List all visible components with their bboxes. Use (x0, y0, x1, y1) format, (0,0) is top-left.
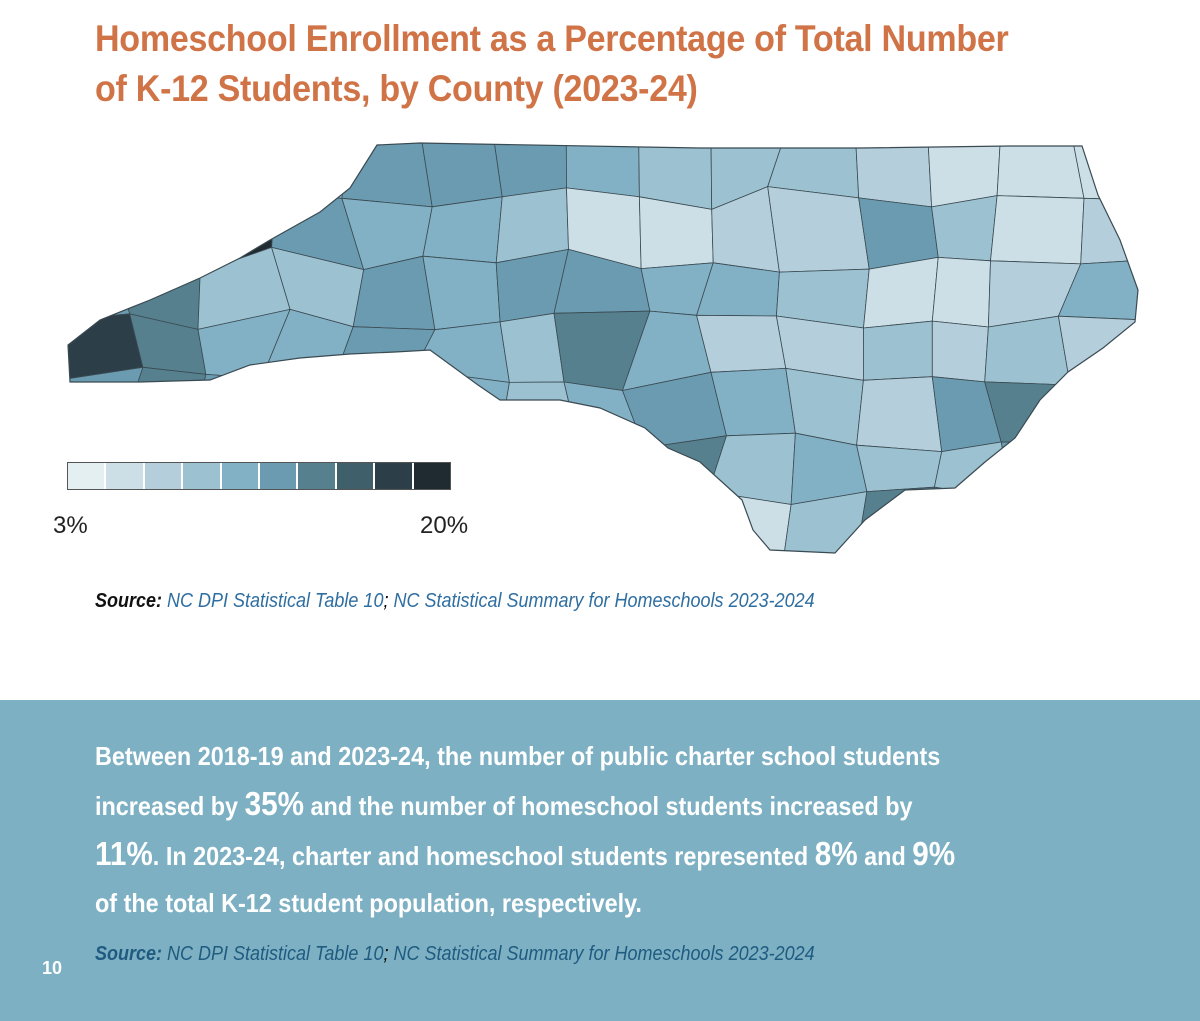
summary-text: Between 2018-19 and 2023-24, the number … (95, 733, 1049, 927)
legend-swatch (182, 462, 221, 490)
county-region (643, 435, 728, 494)
county-region (999, 498, 1074, 553)
county-region (131, 487, 206, 553)
state-outline (67, 142, 1139, 554)
county-region (261, 372, 340, 433)
charter-share-stat: 8% (814, 835, 858, 872)
county-region (1066, 379, 1138, 444)
county-region (931, 256, 991, 328)
summary-text-fragment: and the number of homeschool students in… (304, 791, 913, 821)
county-region (554, 492, 645, 553)
source-link-homeschool-summary[interactable]: NC Statistical Summary for Homeschools 2… (388, 943, 815, 965)
county-region (554, 447, 645, 499)
county-region (856, 444, 943, 493)
county-region (927, 486, 1014, 553)
county-region (275, 143, 350, 199)
map-title-line-1: Homeschool Enrollment as a Percentage of… (95, 18, 1009, 59)
county-region (68, 186, 141, 273)
color-scale-legend (67, 462, 452, 490)
summary-text-fragment: and (857, 841, 913, 871)
county-region (260, 486, 361, 553)
source-separator: ; (383, 590, 389, 612)
source-label: Source: (95, 943, 163, 965)
summary-line-2: increased by 35% and the number of homes… (95, 780, 1049, 830)
county-region (68, 366, 144, 441)
legend-min-label: 3% (53, 512, 88, 539)
county-region (1000, 441, 1073, 501)
legend-swatch (259, 462, 298, 490)
county-region (638, 491, 712, 553)
county-region (990, 195, 1085, 265)
county-region (68, 259, 131, 321)
county-region (1080, 197, 1138, 265)
county-region (1057, 259, 1138, 321)
summary-line-3: 11%. In 2023-24, charter and homeschool … (95, 830, 1049, 880)
county-region (485, 487, 567, 553)
county-region (499, 312, 565, 383)
charter-growth-stat: 35% (244, 785, 305, 822)
source-label: Source: (95, 590, 163, 612)
county-region (1066, 439, 1138, 501)
county-region (348, 486, 423, 553)
county-region (856, 376, 943, 453)
homeschool-growth-stat: 11% (95, 835, 153, 872)
legend-swatch (105, 462, 144, 490)
legend-swatch (374, 462, 413, 490)
county-region (191, 373, 288, 434)
county-region (1071, 498, 1138, 553)
map-title-line-2: of K-12 Students, by County (2023-24) (95, 68, 698, 109)
summary-line-1: Between 2018-19 and 2023-24, the number … (95, 741, 941, 771)
summary-text-fragment: . In 2023-24, charter and homeschool stu… (152, 841, 815, 871)
county-region (996, 143, 1085, 199)
legend-swatch (67, 462, 106, 490)
county-region (411, 369, 510, 440)
county-region (485, 438, 582, 499)
legend-max-label: 20% (420, 512, 469, 539)
county-region (862, 320, 933, 381)
summary-source: Source: NC DPI Statistical Table 10; NC … (95, 943, 815, 966)
county-region (767, 186, 870, 273)
north-carolina-county-map (67, 142, 1139, 554)
county-region (931, 320, 989, 383)
county-region (931, 195, 998, 262)
summary-text-fragment: increased by (95, 791, 245, 821)
county-region (863, 256, 939, 329)
source-link-dpi-table[interactable]: NC DPI Statistical Table 10 (162, 590, 384, 612)
source-link-homeschool-summary[interactable]: NC Statistical Summary for Homeschools 2… (388, 590, 815, 612)
summary-panel (0, 700, 1200, 1021)
county-region (422, 196, 503, 264)
legend-swatch (297, 462, 336, 490)
source-separator: ; (383, 943, 389, 965)
map-source: Source: NC DPI Statistical Table 10; NC … (95, 590, 815, 613)
county-region (336, 369, 415, 436)
source-link-dpi-table[interactable]: NC DPI Statistical Table 10 (162, 943, 384, 965)
legend-swatch (220, 462, 260, 490)
map-title: Homeschool Enrollment as a Percentage of… (95, 14, 1089, 114)
county-region (421, 143, 503, 208)
county-region (855, 143, 933, 208)
county-region (422, 255, 501, 331)
homeschool-share-stat: 9% (912, 835, 956, 872)
county-region (1057, 315, 1138, 386)
county-region (335, 326, 436, 374)
page-number: 10 (42, 958, 63, 978)
legend-swatch (412, 462, 452, 490)
county-region (696, 314, 787, 373)
legend-swatch (335, 462, 375, 490)
county-region (933, 441, 1014, 501)
county-region (565, 143, 640, 198)
county-region (984, 315, 1071, 386)
county-region (341, 143, 433, 208)
legend-swatch (143, 462, 183, 490)
county-region (638, 196, 714, 270)
county-region (131, 143, 208, 206)
county-region (189, 487, 278, 553)
county-region (858, 197, 939, 270)
county-region (204, 143, 278, 206)
county-region (710, 367, 796, 437)
county-region (68, 143, 141, 201)
summary-line-4: of the total K-12 student population, re… (95, 888, 642, 918)
county-region (117, 186, 208, 273)
county-region (493, 143, 567, 198)
